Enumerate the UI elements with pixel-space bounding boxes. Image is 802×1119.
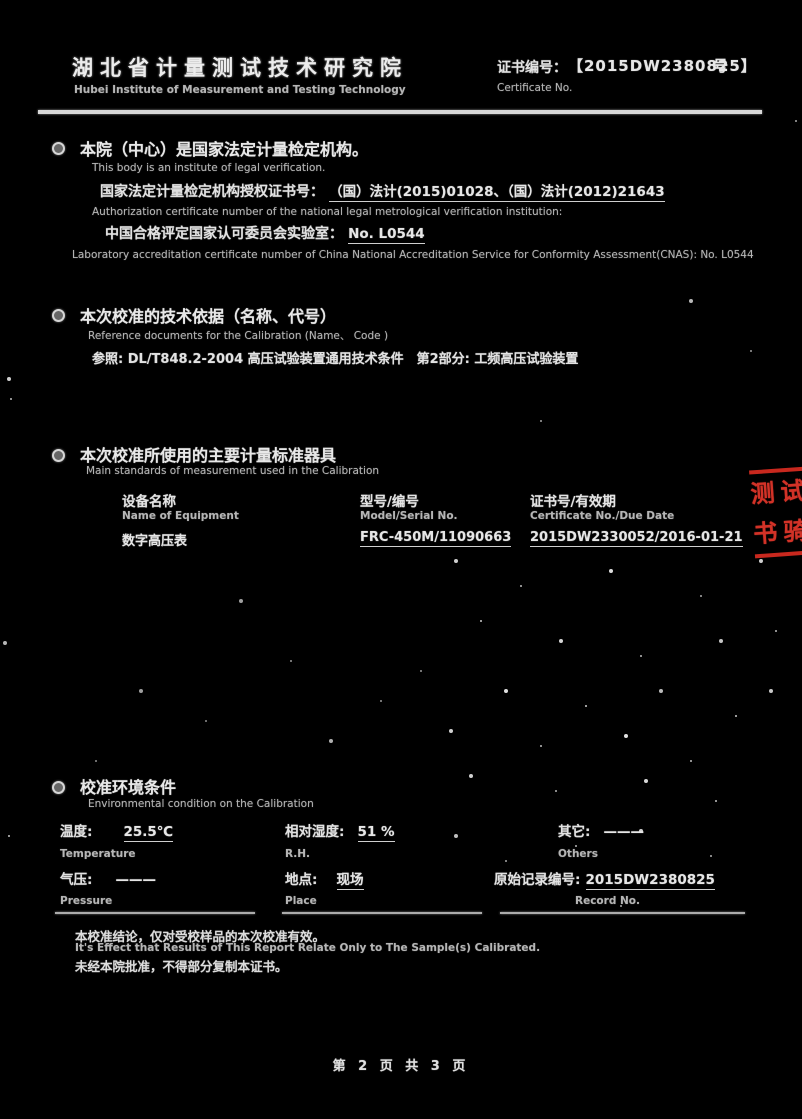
red-seam-stamp: 测试 书骑	[749, 465, 802, 559]
cnas-label-cn: 中国合格评定国家认可委员会实验室：	[105, 226, 343, 242]
table-header-model-cn: 型号/编号	[360, 494, 419, 510]
organization-title-cn: 湖北省计量测试技术研究院	[72, 56, 408, 80]
authorization-label-cn: 国家法定计量检定机构授权证书号：	[100, 184, 324, 200]
field-temperature: 温度: 25.5℃	[60, 820, 174, 842]
table-header-equipment-en: Name of Equipment	[122, 510, 239, 522]
section2-title-en: Reference documents for the Calibration …	[88, 330, 389, 342]
temperature-value: 25.5℃	[123, 824, 174, 842]
table-row-equipment-name: 数字高压表	[122, 534, 188, 549]
field-others: 其它: ———	[558, 820, 644, 840]
stamp-text-line1: 测试	[749, 476, 802, 509]
section3-title-cn: 本次校准所使用的主要计量标准器具	[80, 446, 337, 465]
section4-title-cn: 校准环境条件	[80, 778, 177, 797]
others-label-cn: 其它:	[558, 824, 591, 840]
cnas-value: No. L0544	[348, 226, 425, 244]
temperature-label-cn: 温度:	[60, 824, 93, 840]
humidity-label-cn: 相对湿度:	[285, 824, 345, 840]
table-row-cert-duedate: 2015DW2330052/2016-01-21	[530, 530, 743, 547]
note1-cn: 本校准结论，仅对受校样品的本次校准有效。	[75, 929, 326, 944]
env-underline-middle	[282, 912, 482, 914]
record-no-label-cn: 原始记录编号:	[494, 872, 581, 888]
authorization-en: Authorization certificate number of the …	[92, 206, 563, 218]
field-humidity: 相对湿度: 51 %	[285, 820, 395, 842]
humidity-value: 51 %	[357, 824, 395, 842]
organization-title-en: Hubei Institute of Measurement and Testi…	[74, 84, 406, 96]
note1-en: It's Effect that Results of This Report …	[75, 942, 541, 954]
table-header-certno-en: Certificate No./Due Date	[530, 510, 675, 522]
certificate-no-label-en: Certificate No.	[497, 82, 573, 94]
header-divider-rule	[38, 110, 762, 114]
section4-title-en: Environmental condition on the Calibrati…	[88, 798, 314, 810]
certificate-no-value: 【2015DW2380825】	[568, 57, 757, 75]
section2-title-cn: 本次校准的技术依据（名称、代号）	[80, 307, 337, 326]
scan-noise-speckles	[0, 0, 2, 2]
env-underline-left	[55, 912, 255, 914]
pressure-label-cn: 气压:	[60, 872, 93, 888]
env-underline-right	[500, 912, 745, 914]
authorization-line: 国家法定计量检定机构授权证书号： （国）法计(2015)01028、（国）法计(…	[100, 180, 665, 202]
humidity-label-en: R.H.	[285, 848, 311, 860]
authorization-value: （国）法计(2015)01028、（国）法计(2012)21643	[329, 184, 665, 202]
page-number-footer: 第 2 页 共 3 页	[332, 1059, 470, 1074]
stamp-text-line2: 书骑	[752, 516, 802, 549]
certificate-no-label-cn: 证书编号：	[497, 60, 567, 76]
temperature-label-en: Temperature	[60, 848, 136, 860]
table-header-certno-cn: 证书号/有效期	[530, 494, 616, 510]
cnas-line: 中国合格评定国家认可委员会实验室： No. L0544	[105, 223, 425, 244]
table-header-model-en: Model/Serial No.	[360, 510, 458, 522]
section3-bullet-icon	[52, 449, 65, 462]
section1-title-en: This body is an institute of legal verif…	[92, 162, 326, 174]
table-row-model-serial: FRC-450M/11090663	[360, 530, 512, 547]
record-no-value: 2015DW2380825	[585, 872, 715, 890]
place-label-cn: 地点:	[285, 872, 318, 888]
section1-bullet-icon	[52, 142, 65, 155]
pressure-value: ———	[115, 872, 157, 888]
certificate-no-suffix: 号	[713, 57, 729, 75]
section4-bullet-icon	[52, 781, 65, 794]
others-value: ———	[603, 824, 645, 840]
place-label-en: Place	[285, 895, 317, 907]
reference-standard-line: 参照: DL/T848.2-2004 高压试验装置通用技术条件 第2部分: 工频…	[92, 352, 579, 367]
field-record-no: 原始记录编号: 2015DW2380825	[494, 868, 715, 890]
pressure-label-en: Pressure	[60, 895, 113, 907]
cnas-en: Laboratory accreditation certificate num…	[72, 249, 754, 261]
place-value: 现场	[336, 872, 364, 890]
note2-cn: 未经本院批准，不得部分复制本证书。	[75, 959, 288, 974]
record-no-label-en: Record No.	[575, 895, 640, 907]
others-label-en: Others	[558, 848, 598, 860]
section2-bullet-icon	[52, 309, 65, 322]
field-pressure: 气压: ———	[60, 868, 156, 888]
section3-title-en: Main standards of measurement used in th…	[86, 465, 380, 477]
table-header-equipment-cn: 设备名称	[122, 494, 176, 510]
section1-title-cn: 本院（中心）是国家法定计量检定机构。	[80, 140, 369, 159]
field-place: 地点: 现场	[285, 868, 364, 890]
